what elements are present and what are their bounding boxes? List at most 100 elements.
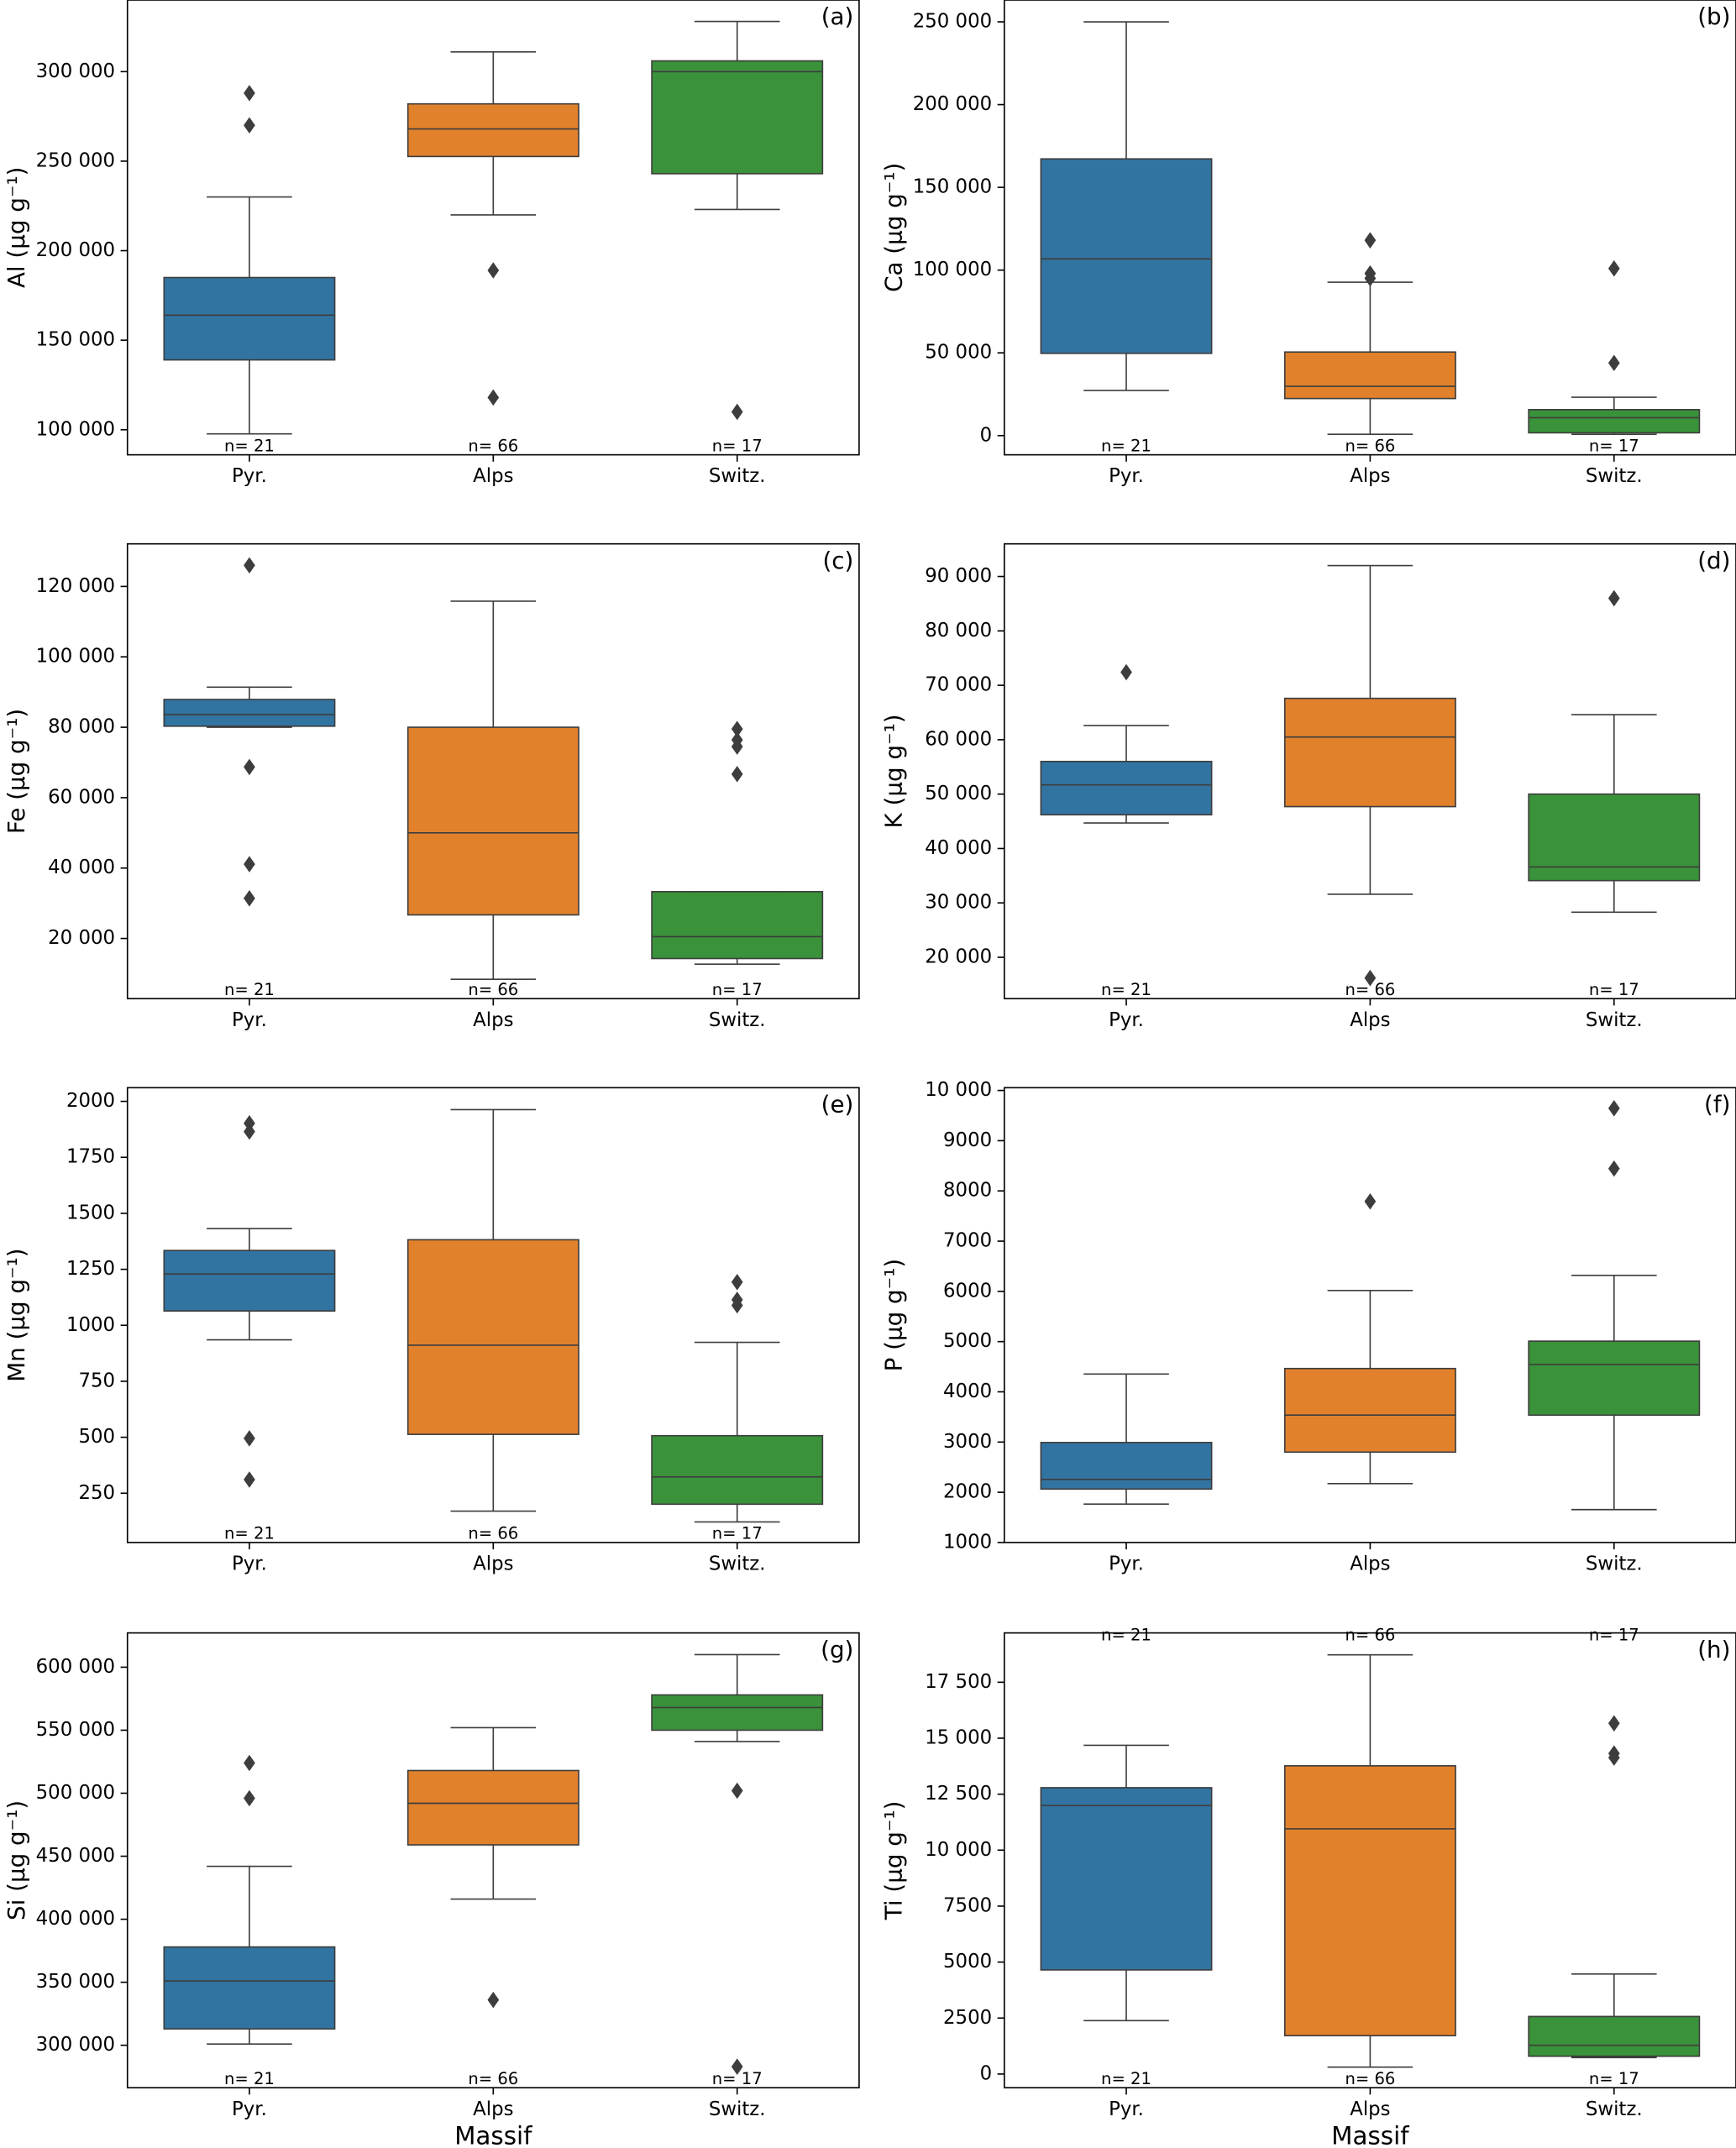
flier	[1120, 663, 1132, 681]
y-tick-label: 80 000	[925, 620, 992, 642]
y-tick-label: 15 000	[925, 1726, 992, 1748]
y-tick-label: 300 000	[36, 60, 115, 82]
y-tick-label: 60 000	[48, 786, 115, 808]
flier	[244, 1123, 255, 1140]
panel: 20 000 30 000 40 000 50 000 60 000 70 000 80 0…	[879, 542, 1736, 1031]
y-tick-label: 150 000	[36, 329, 115, 351]
y-tick-label: 250 000	[913, 11, 992, 33]
box	[1528, 2015, 1701, 2057]
y-tick-label: 350 000	[36, 1971, 115, 1993]
n-label: n= 17	[1589, 436, 1639, 455]
y-tick-label: 1000	[66, 1314, 115, 1336]
flier	[1364, 270, 1377, 287]
y-tick-label: 60 000	[925, 728, 992, 750]
box	[406, 1769, 580, 1846]
n-label: n= 17	[712, 980, 763, 999]
panel: 0 50 000 100 000 150 000 200 000 250 000 Ca (µ…	[879, 0, 1736, 487]
panel: 20 000 40 000 60 000 80 000 100 000 120 000 Fe…	[3, 542, 860, 1031]
n-label: n= 17	[712, 436, 763, 455]
flier	[1608, 259, 1620, 277]
y-tick-label: 600 000	[36, 1656, 115, 1678]
y-tick-label: 2500	[943, 2007, 992, 2029]
y-tick-label: 250	[78, 1482, 115, 1504]
x-tick-label: Pyr.	[1109, 2098, 1144, 2120]
y-tick-label: 200 000	[36, 239, 115, 261]
flier	[487, 389, 500, 406]
x-tick-label: Alps	[1350, 1009, 1390, 1031]
y-tick-label: 500 000	[36, 1782, 115, 1804]
y-tick-label: 10 000	[925, 1079, 992, 1101]
y-tick-label: 6000	[943, 1280, 992, 1302]
box	[1528, 1340, 1701, 1417]
n-label: n= 66	[468, 2069, 518, 2088]
box	[163, 699, 336, 727]
y-tick-label: 17 500	[925, 1671, 992, 1693]
n-label: n= 21	[224, 2069, 275, 2088]
n-label: n= 21	[224, 980, 275, 999]
axes-frame	[126, 1632, 860, 2089]
flier	[1364, 969, 1377, 987]
n-label: n= 66	[1345, 2069, 1395, 2088]
y-tick-label: 0	[980, 424, 993, 446]
panel-label: (c)	[822, 547, 853, 574]
n-label: n= 17	[1589, 1625, 1639, 1644]
panel: 1000 2000 3000 4000 5000 6000 7000 8000 9000 10 0…	[879, 1079, 1736, 1644]
x-tick-label: Alps	[473, 2098, 513, 2120]
n-label: n= 21	[224, 1524, 275, 1543]
x-tick-label: Switz.	[1586, 2098, 1643, 2120]
y-tick-label: 200 000	[913, 93, 992, 115]
y-tick-label: 500	[78, 1426, 115, 1448]
x-tick-label: Pyr.	[1109, 1009, 1144, 1031]
y-tick-label: 750	[78, 1370, 115, 1391]
flier	[731, 1273, 743, 1291]
n-label: n= 21	[1101, 2069, 1151, 2088]
flier	[244, 117, 255, 134]
x-tick-label: Alps	[473, 1009, 513, 1031]
y-tick-label: 100 000	[36, 646, 115, 668]
n-label: n= 66	[468, 980, 518, 999]
x-tick-label: Alps	[1350, 1553, 1390, 1575]
flier	[1364, 1192, 1377, 1210]
y-tick-label: 12 500	[925, 1783, 992, 1805]
x-tick-label: Pyr.	[232, 465, 267, 487]
flier	[1608, 1100, 1620, 1117]
x-axis-label: Massif	[454, 2121, 532, 2148]
y-tick-label: 100 000	[36, 418, 115, 440]
y-axis-label: Mn (µg g⁻¹)	[3, 1248, 30, 1381]
y-axis-label: K (µg g⁻¹)	[879, 714, 907, 828]
y-tick-label: 4000	[943, 1380, 992, 1402]
x-tick-label: Switz.	[709, 2098, 766, 2120]
panel-label: (d)	[1697, 547, 1730, 574]
box	[406, 102, 580, 158]
axes-frame	[126, 1087, 860, 1543]
flier	[731, 1297, 743, 1314]
y-tick-label: 550 000	[36, 1719, 115, 1741]
y-tick-label: 1500	[66, 1202, 115, 1223]
flier	[487, 1991, 500, 2009]
box	[1283, 697, 1456, 808]
flier	[1608, 1715, 1620, 1732]
y-tick-label: 300 000	[36, 2034, 115, 2056]
y-axis-label: Si (µg g⁻¹)	[3, 1800, 30, 1920]
x-tick-label: Pyr.	[1109, 1553, 1144, 1575]
y-tick-label: 450 000	[36, 1845, 115, 1867]
y-tick-label: 7000	[943, 1230, 992, 1252]
y-axis-label: Ti (µg g⁻¹)	[879, 1801, 907, 1921]
y-tick-label: 1000	[943, 1531, 992, 1553]
box	[1040, 158, 1213, 354]
y-tick-label: 80 000	[48, 716, 115, 738]
box	[1040, 760, 1213, 816]
y-tick-label: 5000	[943, 1330, 992, 1352]
y-tick-label: 5000	[943, 1951, 992, 1972]
box	[1283, 351, 1456, 400]
y-tick-label: 2000	[66, 1090, 115, 1112]
y-tick-label: 40 000	[925, 837, 992, 859]
flier	[731, 738, 743, 755]
panel-label: (a)	[821, 3, 854, 30]
flier	[244, 758, 255, 776]
flier	[731, 403, 743, 421]
flier	[244, 1754, 255, 1772]
y-tick-label: 50 000	[925, 342, 992, 364]
y-tick-label: 30 000	[925, 892, 992, 914]
